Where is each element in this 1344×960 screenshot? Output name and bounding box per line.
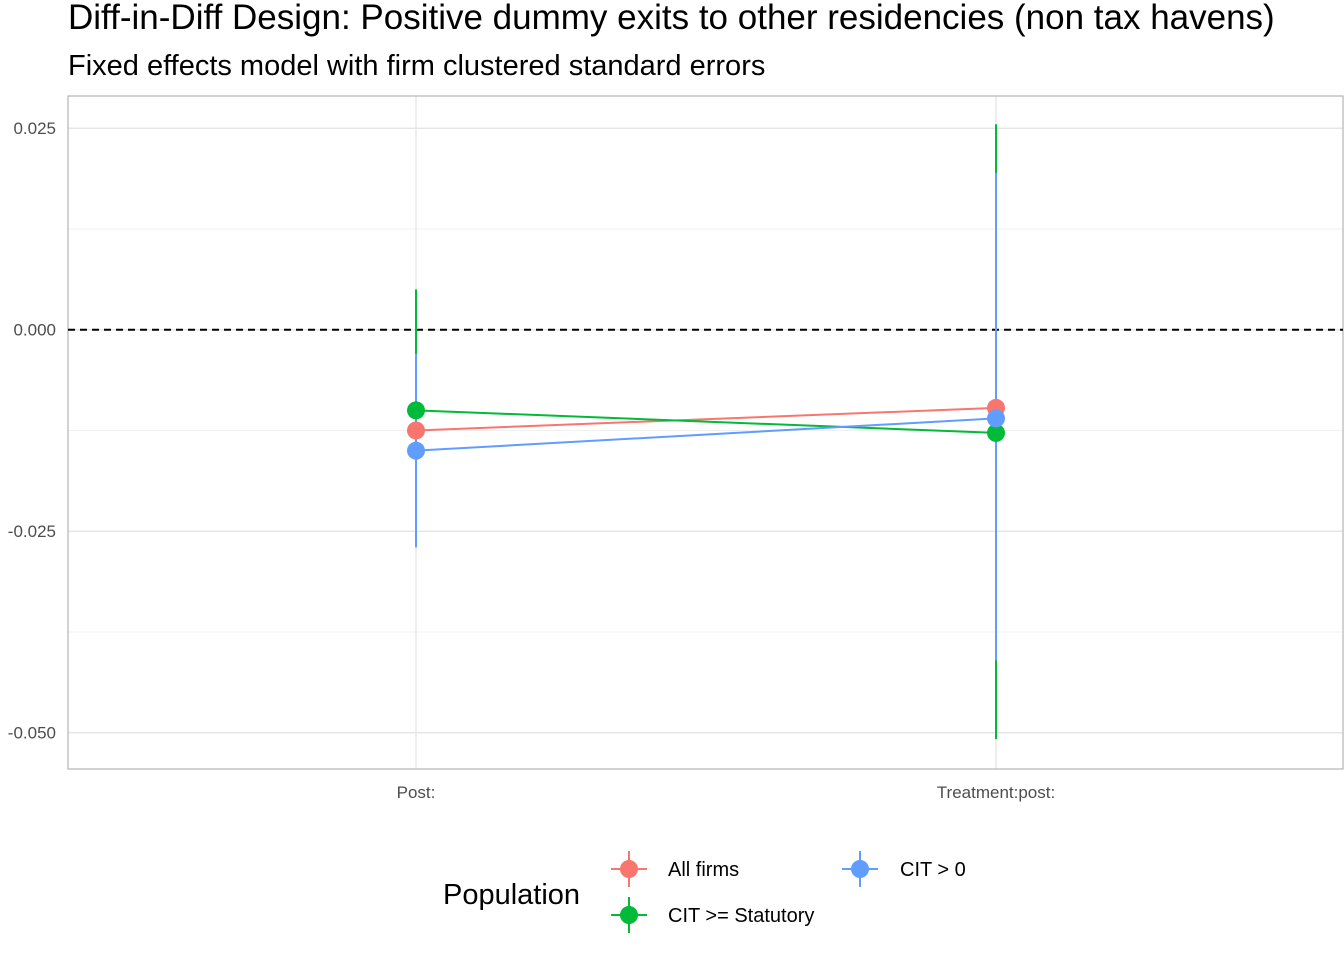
series-group — [415, 406, 997, 432]
data-point — [407, 401, 425, 420]
legend-title: Population — [443, 879, 580, 911]
y-tick-label: -0.050 — [8, 724, 56, 743]
legend-item: All firms — [611, 851, 739, 887]
legend-key-point — [620, 860, 638, 878]
legend-item: CIT > 0 — [842, 851, 966, 887]
data-point — [407, 421, 425, 440]
series-errorbars — [415, 124, 997, 740]
data-point — [987, 409, 1005, 428]
legend-label: All firms — [668, 859, 739, 881]
y-tick-label: -0.025 — [8, 522, 56, 541]
legend-key-point — [620, 906, 638, 924]
chart-subtitle: Fixed effects model with firm clustered … — [68, 50, 765, 82]
series-line — [415, 406, 997, 432]
legend-key-point — [851, 860, 869, 878]
data-point — [407, 441, 425, 460]
legend-item: CIT >= Statutory — [611, 897, 814, 933]
series-group — [415, 409, 997, 434]
y-tick-label: 0.025 — [13, 119, 56, 138]
x-tick-label: Treatment:post: — [937, 783, 1055, 802]
legend: Population All firms CIT >= Statutory CIT … — [443, 851, 966, 933]
y-tick-label: 0.000 — [13, 321, 56, 340]
series-group — [415, 417, 997, 452]
legend-label: CIT > 0 — [900, 859, 966, 881]
series-errorbars — [415, 172, 997, 661]
series-line — [415, 409, 997, 434]
legend-label: CIT >= Statutory — [668, 905, 814, 927]
chart-title: Diff-in-Diff Design: Positive dummy exit… — [68, 0, 1275, 37]
data-point — [987, 423, 1005, 442]
series-line — [415, 417, 997, 452]
x-axis: Post: Treatment:post: — [397, 783, 1056, 802]
series-layer — [407, 124, 1005, 740]
series-points — [407, 401, 1005, 442]
legend-keys: All firms CIT >= Statutory CIT > 0 — [611, 851, 966, 933]
panel-border — [67, 95, 1344, 770]
y-axis: 0.025 0.000 -0.025 -0.050 — [8, 119, 56, 742]
x-tick-label: Post: — [397, 783, 436, 802]
plot-panel — [67, 95, 1344, 770]
series-points — [407, 409, 1005, 460]
